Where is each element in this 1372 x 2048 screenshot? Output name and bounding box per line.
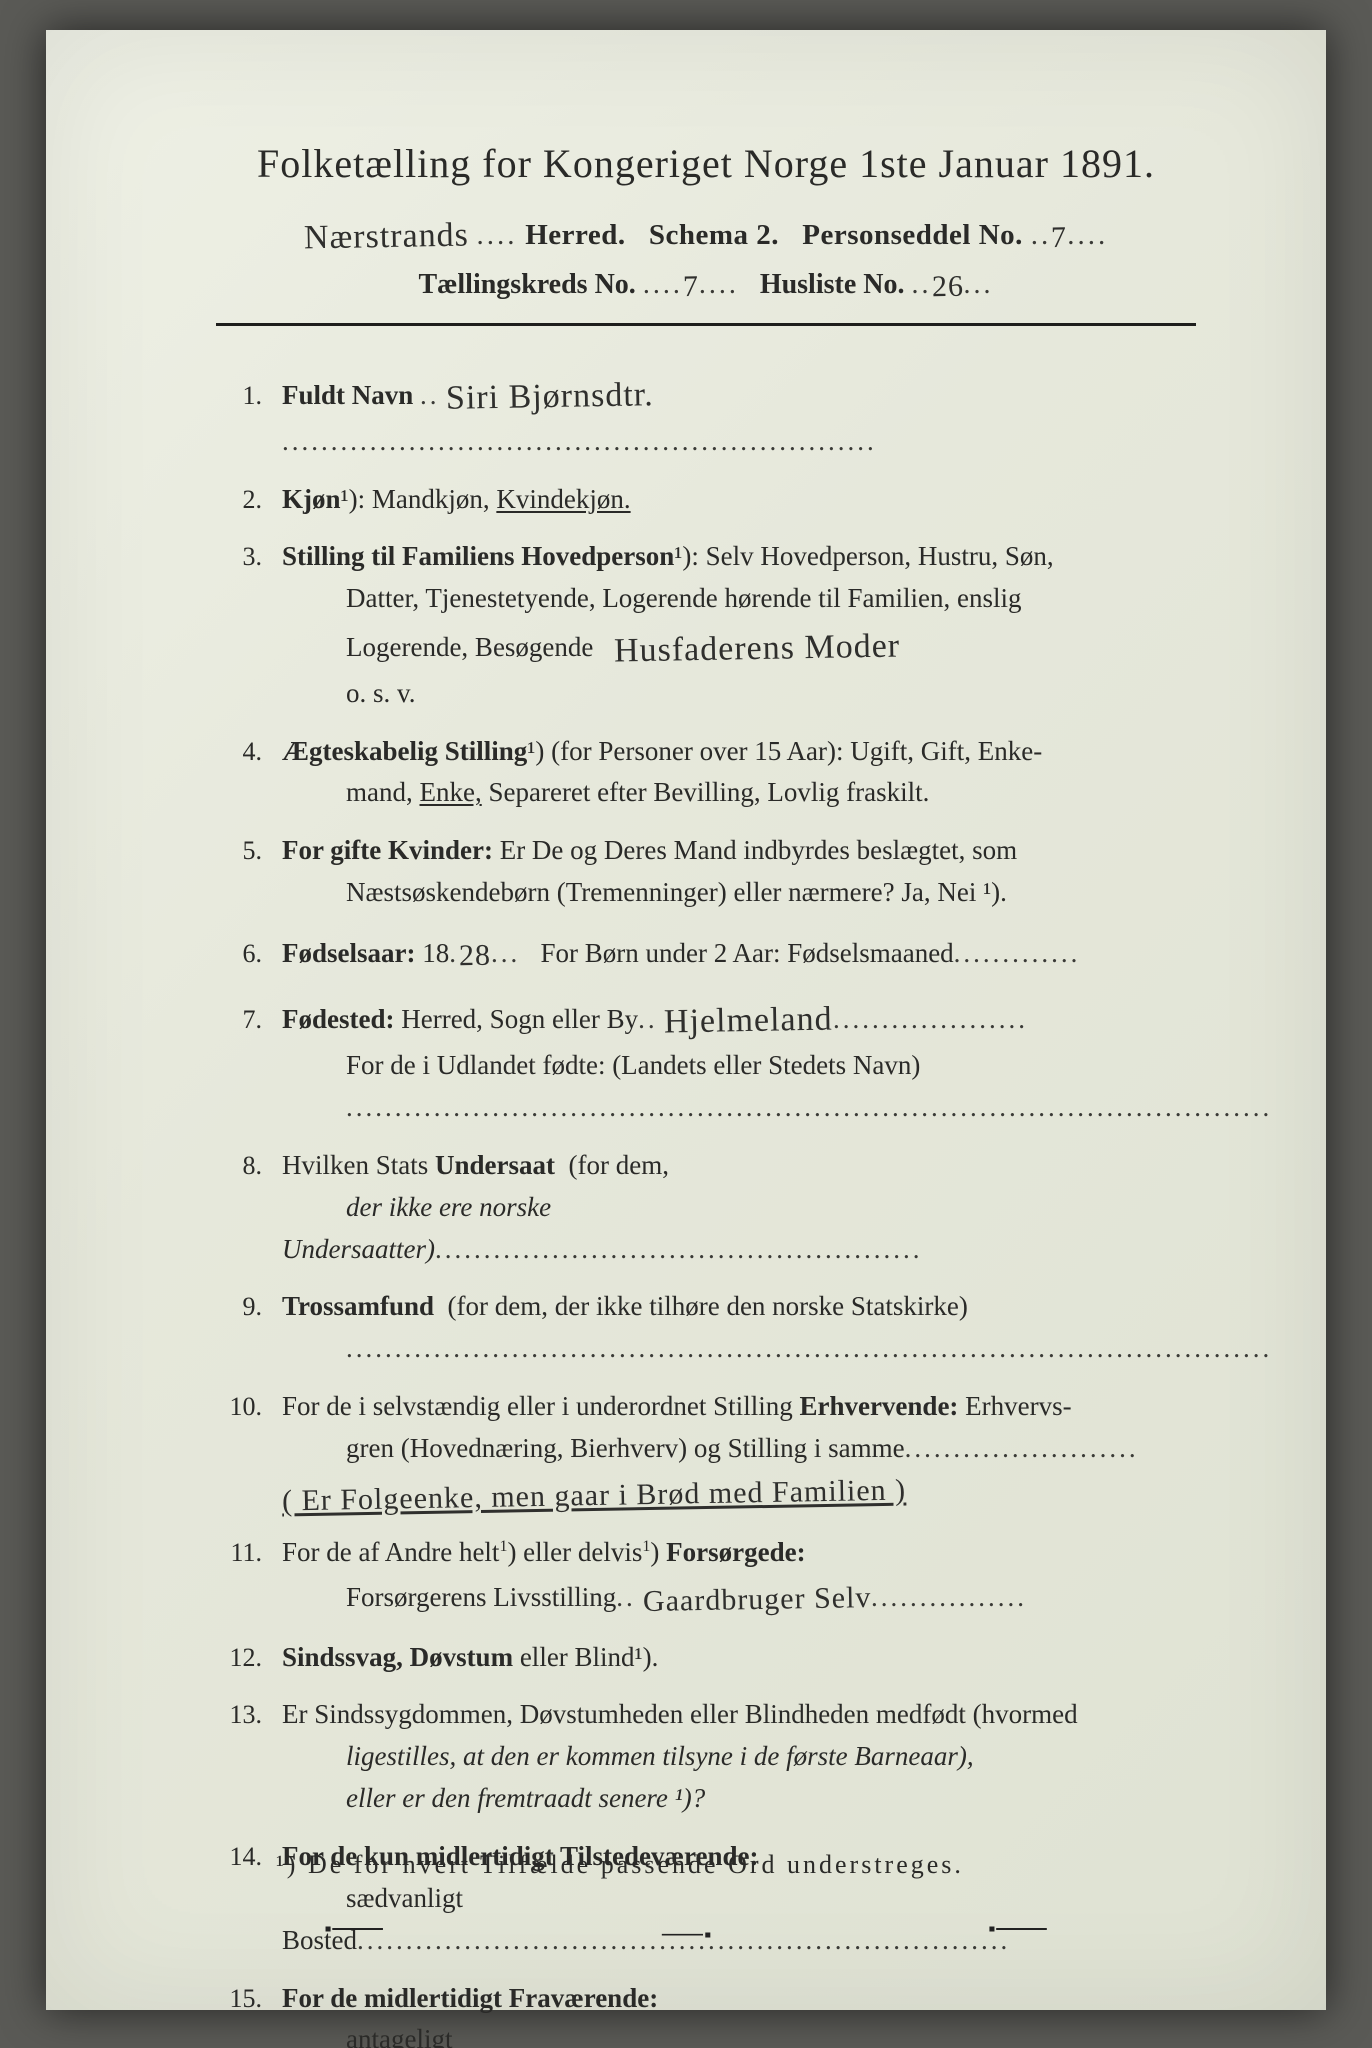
item-10-tail: Erhvervs-: [965, 1391, 1071, 1421]
husliste-label: Husliste No.: [760, 269, 905, 300]
herred-label: Herred.: [525, 219, 625, 251]
footnote: ¹) De for hvert Tilfælde passende Ord un…: [276, 1850, 964, 1880]
item-8: 8. Hvilken Stats Undersaat (for dem, der…: [216, 1145, 1196, 1271]
item-11-label: For de af Andre helt1) eller delvis1) Fo…: [282, 1537, 806, 1567]
item-6-prefix: 18: [422, 938, 449, 968]
item-10-line2: gren (Hovednæring, Bierhverv) og Stillin…: [282, 1433, 905, 1463]
item-3-label: Stilling til Familiens Hovedperson: [282, 541, 674, 571]
item-4: 4. Ægteskabelig Stilling¹) (for Personer…: [216, 731, 1196, 815]
item-6-label: Fødselsaar:: [282, 938, 415, 968]
personseddel-no: 7: [1051, 221, 1068, 255]
item-15-line2: antageligt Opholdssted: [282, 2024, 452, 2048]
binding-holes: ⬝⸺ ⸺⬝ ⬝⸺: [46, 1913, 1326, 1950]
header-line-1: Nærstrands .... Herred. Schema 2. Person…: [216, 215, 1196, 253]
item-12: 12. Sindssvag, Døvstum eller Blind¹).: [216, 1637, 1196, 1679]
item-13-line1: Er Sindssygdommen, Døvstumheden eller Bl…: [282, 1699, 1078, 1729]
herred-handwritten: Nærstrands: [303, 217, 469, 258]
item-6: 6. Fødselsaar: 18.28... For Børn under 2…: [216, 930, 1196, 977]
item-7-line1a: Herred, Sogn eller By: [401, 1004, 638, 1034]
item-12-tail: eller Blind¹).: [520, 1642, 659, 1672]
item-9-label: Trossamfund: [282, 1291, 434, 1321]
item-3-line3a: Logerende, Besøgende: [282, 632, 593, 662]
item-12-label: Sindssvag, Døvstum: [282, 1642, 513, 1672]
page-title: Folketælling for Kongeriget Norge 1ste J…: [216, 140, 1196, 187]
hole-icon: ⸺⬝: [661, 1913, 712, 1950]
husliste-no: 26: [931, 270, 964, 305]
item-2-opt: Mandkjøn,: [372, 484, 490, 514]
item-2-selected: Kvindekjøn.: [496, 484, 630, 514]
kreds-no: 7: [683, 270, 700, 304]
item-11-hand: Gaardbruger Selv: [642, 1575, 871, 1625]
item-5-line1: Er De og Deres Mand indbyrdes beslægtet,…: [500, 835, 1017, 865]
item-6-tail: For Børn under 2 Aar: Fødselsmaaned: [540, 938, 953, 968]
item-10-hand: ( Er Folgeenke, men gaar i Brød med Fami…: [282, 1467, 907, 1524]
item-11: 11. For de af Andre helt1) eller delvis1…: [216, 1532, 1196, 1620]
item-5-line2: Næstsøskendebørn (Tremenninger) eller næ…: [282, 877, 1007, 907]
item-9: 9. Trossamfund (for dem, der ikke tilhør…: [216, 1286, 1196, 1370]
item-11-line2a: Forsørgerens Livsstilling: [282, 1582, 616, 1612]
header-line-2: Tællingskreds No. ....7.... Husliste No.…: [216, 267, 1196, 301]
item-3-line4: o. s. v.: [282, 678, 416, 708]
hole-icon: ⬝⸺: [988, 1913, 1047, 1950]
item-1: 1. Fuldt Navn .. Siri Bjørnsdtr. .......…: [216, 368, 1196, 463]
item-4-line1: (for Personer over 15 Aar): Ugift, Gift,…: [551, 736, 1042, 766]
item-2: 2. Kjøn¹): Mandkjøn, Kvindekjøn.: [216, 479, 1196, 521]
item-15-label: For de midlertidigt Fraværende:: [282, 1983, 658, 2013]
item-15: 15. For de midlertidigt Fraværende: anta…: [216, 1978, 1196, 2048]
item-5: 5. For gifte Kvinder: Er De og Deres Man…: [216, 830, 1196, 914]
item-9-tail: (for dem, der ikke tilhøre den norske St…: [448, 1291, 968, 1321]
item-13-line3: eller er den fremtraadt senere ¹)?: [346, 1783, 705, 1813]
item-8-label: Undersaat: [435, 1150, 555, 1180]
item-7-label: Fødested:: [282, 1004, 394, 1034]
item-1-hand: Siri Bjørnsdtr.: [446, 369, 655, 425]
item-3-hand: Husfaderens Moder: [613, 621, 900, 679]
item-10-label: For de i selvstændig eller i underordnet…: [282, 1391, 958, 1421]
item-4-line2b: Separeret efter Bevilling, Lovlig fraski…: [488, 777, 929, 807]
schema-label: Schema 2.: [649, 219, 779, 251]
item-3-line1: Selv Hovedperson, Hustru, Søn,: [706, 541, 1054, 571]
item-6-hand: 28: [459, 933, 492, 980]
item-1-label: Fuldt Navn: [282, 380, 413, 410]
item-4-selected: Enke,: [420, 777, 482, 807]
personseddel-label: Personseddel No.: [802, 219, 1023, 251]
item-8-tail: (for dem,: [569, 1150, 669, 1180]
item-7-hand: Hjelmeland: [664, 994, 834, 1050]
census-form-page: Folketælling for Kongeriget Norge 1ste J…: [46, 30, 1326, 2010]
item-3: 3. Stilling til Familiens Hovedperson¹):…: [216, 536, 1196, 714]
item-7: 7. Fødested: Herred, Sogn eller By.. Hje…: [216, 992, 1196, 1128]
item-3-line2: Datter, Tjenestetyende, Logerende hørend…: [282, 583, 1021, 613]
item-2-label: Kjøn: [282, 484, 341, 514]
hole-icon: ⬝⸺: [325, 1913, 384, 1950]
item-13-line2: ligestilles, at den er kommen tilsyne i …: [346, 1741, 974, 1771]
item-7-line2: For de i Udlandet fødte: (Landets eller …: [282, 1050, 920, 1080]
item-5-label: For gifte Kvinder:: [282, 835, 493, 865]
item-4-label: Ægteskabelig Stilling: [282, 736, 527, 766]
item-13: 13. Er Sindssygdommen, Døvstumheden elle…: [216, 1694, 1196, 1820]
kreds-label: Tællingskreds No.: [418, 269, 635, 300]
item-4-line2a: mand,: [282, 777, 413, 807]
item-8-pre: Hvilken Stats: [282, 1150, 435, 1180]
item-10: 10. For de i selvstændig eller i underor…: [216, 1386, 1196, 1516]
divider-rule: [216, 323, 1196, 326]
